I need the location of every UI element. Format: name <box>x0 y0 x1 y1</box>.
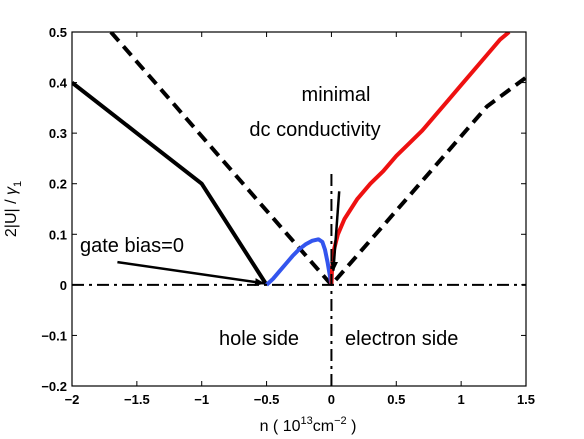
y-tick-label: 0.2 <box>49 177 67 192</box>
x-axis-label: n ( 1013cm−2 ) <box>260 415 357 435</box>
y-tick-label: −0.1 <box>41 328 67 343</box>
x-tick-label: −1 <box>194 392 209 407</box>
x-tick-label: −2 <box>65 392 80 407</box>
y-axis-label-main: 2|U| / <box>3 195 20 237</box>
annotation-dc-conductivity: dc conductivity <box>249 119 380 141</box>
x-tick-label: 0.5 <box>387 392 405 407</box>
x-axis-label-prefix: n ( 10 <box>260 418 301 435</box>
arrow-layer <box>117 191 341 287</box>
x-axis-label-unit: cm <box>313 418 334 435</box>
x-axis-label-suffix: ) <box>347 418 357 435</box>
y-axis-label-subscript: 1 <box>12 181 24 187</box>
annotation-arrow-1 <box>117 260 265 287</box>
y-tick-label: 0 <box>60 278 67 293</box>
x-tick-label: 1.5 <box>517 392 535 407</box>
y-axis-label-symbol: γ <box>3 186 20 195</box>
y-tick-label: 0.1 <box>49 227 67 242</box>
series-line-2 <box>265 237 334 287</box>
series-line-0 <box>109 32 526 287</box>
annotation-minimal: minimal <box>302 84 371 106</box>
series-line-1 <box>72 80 269 286</box>
annotation-hole-side: hole side <box>219 328 299 350</box>
tick-label-layer: −2 −1.5 −1 −0.5 0 0.5 1 1.5 −0.2 −0.1 0 0.1 0.2 0.3 0.… <box>41 25 535 407</box>
y-tick-label: 0.5 <box>49 25 67 40</box>
annotation-arrow-0 <box>330 191 341 272</box>
y-tick-label: 0.3 <box>49 126 67 141</box>
series-line-3 <box>329 32 511 285</box>
x-axis-label-exponent: 13 <box>301 415 313 427</box>
y-tick-label: 0.4 <box>49 76 68 91</box>
tick-layer <box>71 31 527 387</box>
x-tick-label: 1 <box>458 392 465 407</box>
x-tick-label: −1.5 <box>124 392 150 407</box>
annotation-electron-side: electron side <box>345 328 458 350</box>
y-tick-label: −0.2 <box>41 379 67 394</box>
y-axis-label: 2|U| / γ1 <box>3 181 24 237</box>
x-tick-label: 0 <box>328 392 335 407</box>
x-axis-label-unit-exponent: −2 <box>334 415 347 427</box>
plot-frame <box>71 31 527 387</box>
series-layer <box>72 32 526 386</box>
x-tick-label: −0.5 <box>254 392 280 407</box>
annotation-gate-bias: gate bias=0 <box>80 235 184 257</box>
